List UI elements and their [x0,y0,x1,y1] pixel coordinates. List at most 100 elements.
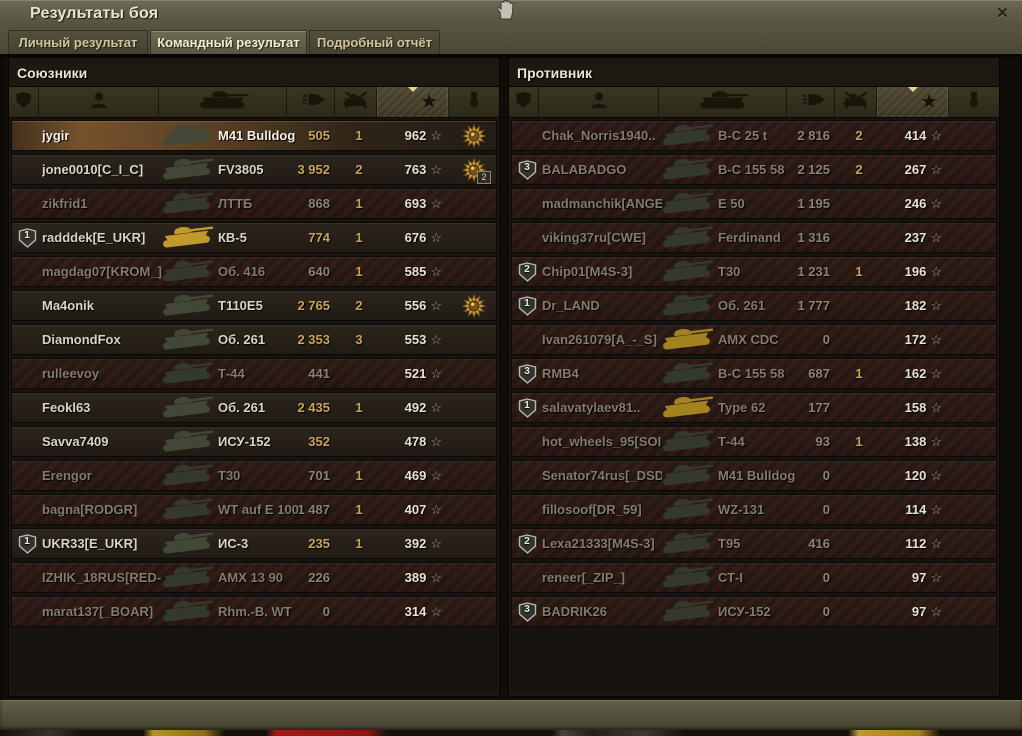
table-row[interactable]: reneer[_ZIP_] СТ-I 0 97 ☆ [511,562,997,593]
column-kills[interactable] [335,87,377,117]
medal-cell [452,291,496,320]
column-vehicle[interactable] [659,87,787,117]
column-player[interactable] [39,87,159,117]
xp-cell: 763 ☆ [380,155,452,184]
xp-star-icon: ☆ [930,230,942,245]
xp-value: 414 [904,128,927,143]
xp-cell: 492 ☆ [380,393,452,422]
medal-cell [452,325,496,354]
damage-value: 352 [308,434,330,449]
tank-icon [156,255,217,291]
player-name: marat137[_BOAR] [42,604,154,619]
column-xp[interactable]: ★ [877,87,949,117]
column-medals[interactable] [449,87,499,117]
damage-value: 0 [822,570,830,585]
table-row[interactable]: 1 UKR33[E_UKR] ИС-3 235 1 392 ☆ [11,528,497,559]
squad-cell [12,121,42,150]
medal-cell [952,427,996,456]
kills-value: 2 [355,298,363,313]
tank-name: Type 62 [718,400,766,415]
vehicle-cell: M41 Bulldog [162,121,295,150]
table-row[interactable]: 1 salavatylaev81.. Type 62 177 158 ☆ [511,392,997,423]
table-row[interactable]: 2 Chip01[M4S-3] Т30 1 231 1 196 ☆ [511,256,997,287]
table-row[interactable]: jone0010[C_I_C] FV3805 3 952 2 763 ☆ 2 [11,154,497,185]
table-row[interactable]: Erengor Т30 701 1 469 ☆ [11,460,497,491]
squad-cell: 1 [512,291,542,320]
tab-detailed-report[interactable]: Подробный отчёт [309,30,440,54]
tank-icon [656,595,717,631]
table-row[interactable]: bagna[RODGR] WT auf E 100 1 487 1 407 ☆ [11,494,497,525]
squad-badge: 3 [518,602,537,622]
kills-cell [338,563,380,592]
player-name: magdag07[KROM_] [42,264,162,279]
player-cell: magdag07[KROM_] [42,257,162,286]
player-name: jone0010[C_I_C] [42,162,144,177]
xp-cell: 585 ☆ [380,257,452,286]
kills-cell [838,529,880,558]
table-row[interactable]: zikfrid1 ЛТТБ 868 1 693 ☆ [11,188,497,219]
tab-personal-result[interactable]: Личный результат [8,30,148,54]
kills-value: 2 [355,162,363,177]
vehicle-cell: Rhm.-B. WT [162,597,292,626]
column-xp[interactable]: ★ [377,87,449,117]
table-row[interactable]: DiamondFox Об. 261 2 353 3 553 ☆ [11,324,497,355]
column-damage[interactable] [287,87,335,117]
kills-cell: 1 [838,257,880,286]
table-row[interactable]: 2 Lexa21333[M4S-3] Т95 416 112 ☆ [511,528,997,559]
column-player[interactable] [539,87,659,117]
xp-star-icon: ☆ [930,468,942,483]
table-row[interactable]: Feokl63 Об. 261 2 435 1 492 ☆ [11,392,497,423]
kills-cell: 1 [838,427,880,456]
column-kills[interactable] [835,87,877,117]
tank-name: Rhm.-B. WT [218,604,292,619]
squad-cell: 1 [512,393,542,422]
table-row[interactable]: Savva7409 ИСУ-152 352 478 ☆ [11,426,497,457]
table-row[interactable]: rulleevoy Т-44 441 521 ☆ [11,358,497,389]
table-row[interactable]: 1 Dr_LAND Об. 261 1 777 182 ☆ [511,290,997,321]
table-row[interactable]: IZHIK_18RUS[RED-L] AMX 13 90 226 389 ☆ [11,562,497,593]
xp-value: 267 [904,162,927,177]
table-row[interactable]: 3 RMB4 B-C 155 58 687 1 162 ☆ [511,358,997,389]
table-row[interactable]: Ivan261079[A_-_S] AMX CDC 0 172 ☆ [511,324,997,355]
column-medals[interactable] [949,87,999,117]
squad-cell [12,563,42,592]
squad-cell [12,291,42,320]
table-row[interactable]: 1 radddek[E_UKR] КВ-5 774 1 676 ☆ [11,222,497,253]
squad-badge: 2 [518,534,537,554]
close-icon[interactable]: × [996,3,1008,24]
damage-value: 235 [308,536,330,551]
table-row[interactable]: hot_wheels_95[SOID] Т-44 93 1 138 ☆ [511,426,997,457]
table-row[interactable]: magdag07[KROM_] Об. 416 640 1 585 ☆ [11,256,497,287]
table-row[interactable]: madmanchik[ANGER] E 50 1 195 246 ☆ [511,188,997,219]
table-row[interactable]: Chak_Norris1940.. B-C 25 t 2 816 2 414 ☆ [511,120,997,151]
kills-value: 3 [355,332,363,347]
column-squad[interactable] [9,87,39,117]
table-row[interactable]: Ma4onik T110E5 2 765 2 556 ☆ [11,290,497,321]
table-row[interactable]: Senator74rus[_DSD_] M41 Bulldog 0 120 ☆ [511,460,997,491]
table-row[interactable]: jygir M41 Bulldog 505 1 962 ☆ [11,120,497,151]
tab-team-result[interactable]: Командный результат [150,30,307,54]
player-name: DiamondFox [42,332,121,347]
table-row[interactable]: fillosoof[DR_59] WZ-131 0 114 ☆ [511,494,997,525]
kills-value: 1 [355,196,363,211]
table-row[interactable]: viking37ru[CWE] Ferdinand 1 316 237 ☆ [511,222,997,253]
table-row[interactable]: marat137[_BOAR] Rhm.-B. WT 0 314 ☆ [11,596,497,627]
column-damage[interactable] [787,87,835,117]
column-squad[interactable] [509,87,539,117]
table-row[interactable]: 3 BALABADGO B-C 155 58 2 125 2 267 ☆ [511,154,997,185]
xp-value: 962 [404,128,427,143]
player-name: Ma4onik [42,298,95,313]
xp-cell: 182 ☆ [880,291,952,320]
damage-value: 0 [822,332,830,347]
tank-icon [156,153,217,189]
table-row[interactable]: 3 BADRIK26 ИСУ-152 0 97 ☆ [511,596,997,627]
xp-star-icon: ☆ [430,400,442,415]
xp-star-icon: ☆ [430,128,442,143]
player-cell: reneer[_ZIP_] [542,563,662,592]
medal-cell [452,121,496,150]
column-vehicle[interactable] [159,87,287,117]
xp-cell: 172 ☆ [880,325,952,354]
xp-cell: 693 ☆ [380,189,452,218]
tank-icon [656,153,717,189]
kills-value: 1 [355,536,363,551]
